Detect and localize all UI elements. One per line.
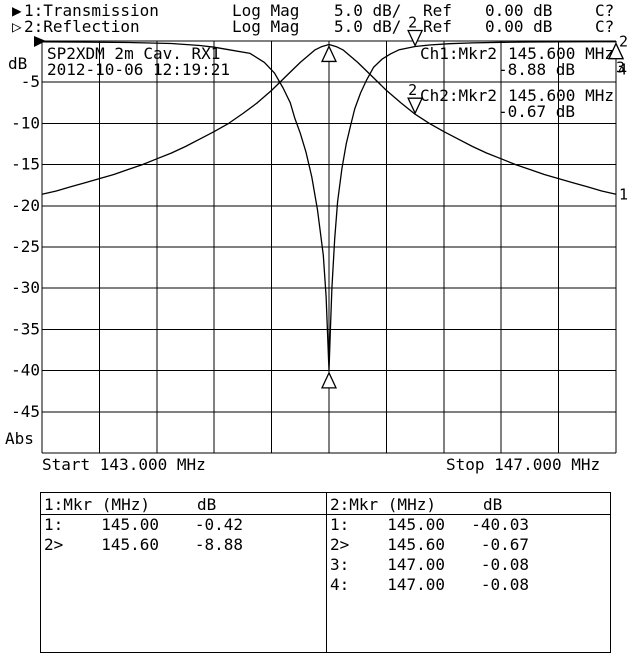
marker-2-reflection-triangle[interactable]: [407, 29, 424, 48]
ch1-marker-readout-value: -8.88 dB: [498, 60, 576, 79]
marker-value: -0.08: [480, 555, 529, 574]
marker-frequency: 145.60: [101, 535, 159, 554]
marker-number: 2>: [44, 535, 64, 554]
ch2-marker-readout-value: -0.67 dB: [498, 102, 576, 121]
trace1-format[interactable]: Log Mag: [232, 1, 300, 20]
marker-table-row: 4: 147.00 -0.08: [327, 575, 610, 595]
marker-value: -0.08: [480, 575, 529, 594]
trace1-ref-value[interactable]: 0.00 dB: [485, 1, 553, 20]
sweep-start-label: Start 143.000 MHz: [42, 455, 206, 474]
ch2-marker-readout-label: Ch2:Mkr2: [420, 86, 498, 105]
y-tick-label: -35: [11, 319, 40, 338]
marker-table-row: 3: 147.00 -0.08: [327, 555, 610, 575]
trace-edge-label: 2: [619, 33, 628, 51]
marker-1-reflection-triangle[interactable]: [320, 371, 338, 389]
y-tick-label: -15: [11, 155, 40, 174]
marker-table-ch1-header-label: 1:Mkr (MHz): [44, 495, 150, 514]
reference-level-arrow[interactable]: [34, 36, 46, 47]
trace1-cal-status[interactable]: C?: [595, 1, 615, 20]
y-axis-unit-label: dB: [8, 54, 28, 73]
marker-table-row: 1: 145.00 -40.03: [327, 515, 610, 535]
trace2-scale[interactable]: 5.0 dB/: [334, 17, 402, 36]
y-tick-label: -30: [11, 278, 40, 297]
marker-table-ch2: 2:Mkr (MHz) dB 1: 145.00 -40.03 2> 145.60 -0.…: [326, 492, 611, 653]
header-row-trace2: ▷ 2:Reflection Log Mag 5.0 dB/ Ref 0.00 …: [0, 19, 640, 36]
trace-reflection: [41, 41, 616, 372]
sweep-stop-label: Stop 147.000 MHz: [446, 455, 601, 474]
ch2-marker-readout-freq: 145.600 MHz: [508, 86, 614, 105]
plot-title: SP2XDM 2m Cav. RX1: [47, 44, 221, 63]
marker-3-reflection-label: 3: [616, 59, 625, 77]
marker-table-row: 2> 145.60 -8.88: [41, 535, 326, 555]
trace2-active-icon[interactable]: ▷: [12, 17, 22, 36]
trace-edge-label: 1: [619, 185, 628, 203]
y-tick-label: -5: [21, 72, 40, 91]
trace2-cal-status[interactable]: C?: [595, 17, 615, 36]
marker-table-ch2-header-unit: dB: [483, 495, 503, 514]
y-tick-label: -40: [11, 361, 40, 380]
y-tick-label: -20: [11, 196, 40, 215]
marker-frequency: 147.00: [387, 575, 445, 594]
trace2-title: 2:Reflection: [24, 17, 140, 36]
marker-table-ch1: 1:Mkr (MHz) dB 1: 145.00 -0.42 2> 145.60 -8.8…: [40, 492, 327, 653]
ch1-marker-readout-freq: 145.600 MHz: [508, 44, 614, 63]
trace1-active-icon[interactable]: ▶: [12, 1, 22, 20]
marker-2-transmission-label: 2: [408, 81, 417, 99]
marker-value: -0.42: [194, 515, 243, 534]
marker-table-ch2-header-label: 2:Mkr (MHz): [330, 495, 436, 514]
y-axis-mode-label: Abs: [5, 429, 34, 448]
trace-transmission: [41, 43, 617, 195]
marker-2-reflection-label: 2: [408, 14, 417, 32]
trace1-title: 1:Transmission: [24, 1, 159, 20]
trace2-ref-label: Ref: [423, 17, 452, 36]
plot-timestamp: 2012-10-06 12:19:21: [47, 60, 231, 79]
y-tick-label: -25: [11, 237, 40, 256]
marker-number: 3:: [330, 555, 350, 574]
ch1-marker-readout-label: Ch1:Mkr2: [420, 44, 498, 63]
y-tick-label: -45: [11, 402, 40, 421]
trace1-scale[interactable]: 5.0 dB/: [334, 1, 402, 20]
marker-number: 1:: [44, 515, 64, 534]
trace2-ref-value[interactable]: 0.00 dB: [485, 17, 553, 36]
marker-number: 4:: [330, 575, 350, 594]
marker-number: 2>: [330, 535, 350, 554]
marker-1-transmission-triangle[interactable]: [320, 44, 338, 63]
marker-4-reflection-label: 4: [618, 61, 627, 79]
marker-frequency: 145.00: [387, 515, 445, 534]
marker-number: 1:: [330, 515, 350, 534]
trace1-ref-label: Ref: [423, 1, 452, 20]
marker-value: -8.88: [194, 535, 243, 554]
marker-value: -0.67: [480, 535, 529, 554]
trace2-format[interactable]: Log Mag: [232, 17, 300, 36]
marker-value: -40.03: [471, 515, 529, 534]
marker-table-ch2-header: 2:Mkr (MHz) dB: [327, 493, 610, 515]
marker-frequency: 145.60: [387, 535, 445, 554]
marker-frequency: 147.00: [387, 555, 445, 574]
marker-table-row: 1: 145.00 -0.42: [41, 515, 326, 535]
header-row-trace1: ▶ 1:Transmission Log Mag 5.0 dB/ Ref 0.0…: [0, 3, 640, 20]
marker-table-ch1-header: 1:Mkr (MHz) dB: [41, 493, 326, 515]
marker-table-ch1-header-unit: dB: [197, 495, 217, 514]
marker-table-row: 2> 145.60 -0.67: [327, 535, 610, 555]
marker-4-reflection-triangle[interactable]: [607, 42, 625, 60]
marker-2-transmission-triangle[interactable]: [407, 97, 424, 115]
marker-frequency: 145.00: [101, 515, 159, 534]
y-tick-label: -10: [11, 113, 40, 132]
